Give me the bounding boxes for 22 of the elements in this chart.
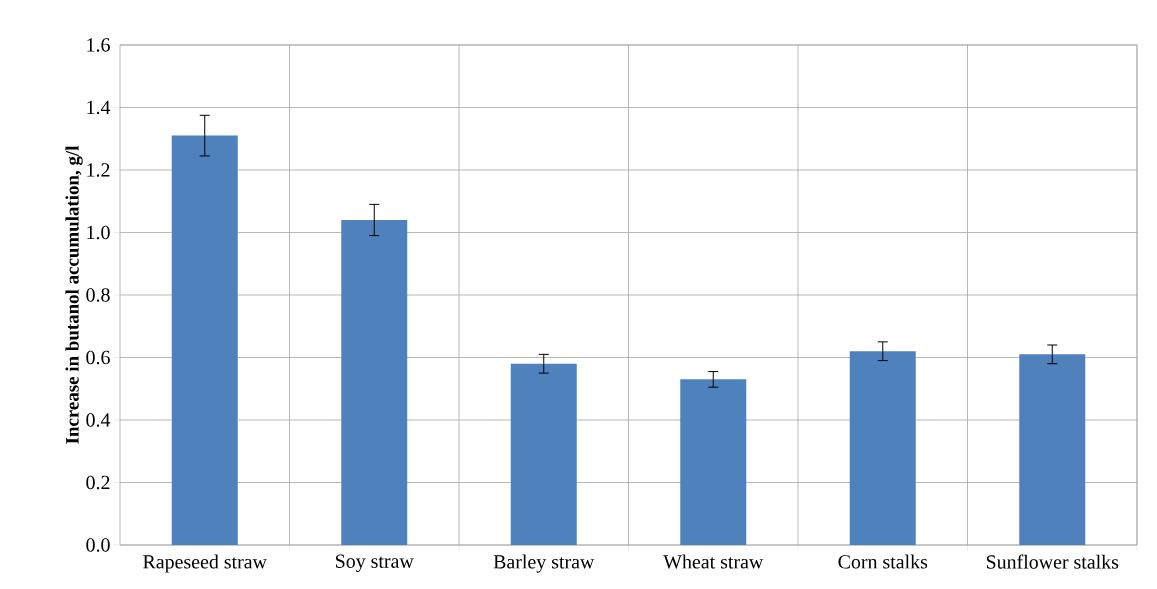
bar (1019, 354, 1086, 545)
x-tick-label: Sunflower stalks (986, 554, 1119, 569)
x-tick-label: Barley straw (493, 554, 595, 573)
x-tick-label: Soy straw (336, 554, 414, 573)
bar (680, 379, 747, 545)
bar (849, 351, 916, 545)
y-tick-label: 1.4 (87, 100, 111, 115)
bar (341, 220, 408, 545)
x-tick-label: Rapeseed straw (143, 554, 267, 573)
y-tick-label: 0.2 (86, 475, 110, 490)
y-tick-label: 1.2 (87, 163, 110, 177)
bar (510, 363, 577, 545)
y-tick-label: 0.6 (86, 350, 110, 365)
y-tick-label: 0.0 (86, 538, 110, 552)
bar (171, 135, 238, 545)
x-tick-label: Corn stalks (838, 554, 928, 569)
y-tick-label: 0.4 (86, 413, 111, 427)
y-tick-label: 1.6 (87, 38, 110, 52)
y-axis-title: Increase in butanol accumulation, g/l (65, 145, 83, 444)
x-tick-label: Wheat straw (663, 554, 764, 569)
y-tick-label: 1.0 (87, 225, 110, 240)
y-tick-label: 0.8 (86, 288, 110, 302)
